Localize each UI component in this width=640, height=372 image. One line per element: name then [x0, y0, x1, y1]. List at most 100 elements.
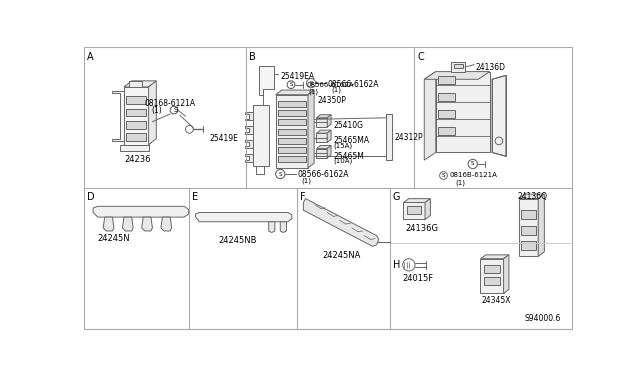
Polygon shape — [161, 217, 172, 231]
Text: B: B — [250, 52, 256, 62]
Polygon shape — [519, 194, 545, 199]
Polygon shape — [504, 255, 509, 294]
Text: 25465M: 25465M — [333, 152, 364, 161]
Polygon shape — [492, 76, 506, 156]
Text: 25410G: 25410G — [333, 121, 364, 130]
Polygon shape — [124, 87, 148, 145]
Bar — [521, 241, 536, 250]
Text: 08168-6121A: 08168-6121A — [145, 99, 196, 108]
Polygon shape — [103, 217, 114, 231]
Text: S: S — [289, 82, 292, 87]
Text: 08566-6162A: 08566-6162A — [328, 80, 380, 89]
Polygon shape — [259, 66, 274, 96]
Polygon shape — [148, 81, 156, 145]
Bar — [278, 119, 306, 125]
Bar — [278, 147, 306, 153]
Text: 25465MA: 25465MA — [333, 136, 369, 145]
Bar — [484, 277, 500, 285]
Bar — [278, 101, 306, 107]
Bar — [438, 76, 455, 84]
Bar — [129, 81, 143, 87]
Text: (10A): (10A) — [333, 158, 353, 164]
Text: S: S — [442, 173, 445, 178]
Polygon shape — [316, 145, 331, 148]
Text: 24245NA: 24245NA — [323, 251, 361, 260]
Text: (1): (1) — [151, 106, 162, 115]
Polygon shape — [436, 71, 490, 153]
Bar — [278, 110, 306, 116]
Polygon shape — [120, 145, 148, 151]
Text: 24136Q: 24136Q — [517, 192, 547, 202]
Text: 08566-6162A: 08566-6162A — [297, 170, 349, 179]
Polygon shape — [316, 130, 331, 133]
Polygon shape — [113, 91, 124, 141]
Polygon shape — [245, 126, 253, 134]
Polygon shape — [261, 105, 268, 109]
Polygon shape — [481, 259, 504, 294]
Polygon shape — [424, 71, 436, 160]
Polygon shape — [316, 148, 327, 158]
Text: S: S — [471, 161, 474, 167]
Polygon shape — [327, 145, 331, 158]
Bar — [454, 64, 463, 68]
Polygon shape — [519, 199, 538, 256]
Polygon shape — [538, 194, 545, 256]
Text: S: S — [309, 81, 313, 86]
Polygon shape — [245, 154, 253, 162]
Polygon shape — [424, 71, 490, 79]
Polygon shape — [93, 206, 189, 217]
Text: 24350P: 24350P — [317, 96, 346, 105]
Polygon shape — [196, 212, 292, 222]
Text: (15A): (15A) — [333, 142, 353, 149]
Text: (1): (1) — [332, 87, 342, 93]
Polygon shape — [316, 118, 327, 127]
Text: (1): (1) — [456, 179, 466, 186]
Polygon shape — [245, 140, 253, 148]
Text: 24015F: 24015F — [403, 274, 434, 283]
Bar — [126, 133, 147, 141]
Text: D: D — [87, 192, 95, 202]
Text: G: G — [393, 192, 400, 202]
Bar — [126, 96, 147, 104]
Text: 25419EA: 25419EA — [280, 73, 314, 81]
Bar — [438, 127, 455, 135]
Polygon shape — [253, 105, 269, 166]
Text: 24312P: 24312P — [394, 132, 423, 141]
Text: 24345X: 24345X — [482, 296, 511, 305]
Bar — [126, 121, 147, 129]
Polygon shape — [481, 255, 509, 259]
Polygon shape — [403, 202, 425, 219]
Polygon shape — [316, 115, 331, 118]
Bar — [278, 129, 306, 135]
Text: 24245N: 24245N — [97, 234, 130, 243]
Polygon shape — [122, 217, 133, 231]
Text: (1): (1) — [302, 177, 312, 183]
Text: F: F — [300, 192, 306, 202]
Polygon shape — [327, 130, 331, 142]
Bar — [407, 206, 421, 214]
Bar — [438, 93, 455, 101]
Text: S94000.6: S94000.6 — [524, 314, 561, 323]
Text: 24136G: 24136G — [406, 224, 439, 233]
Text: H: H — [393, 260, 400, 270]
Bar — [386, 114, 392, 160]
Text: E: E — [193, 192, 198, 202]
Polygon shape — [245, 112, 253, 120]
Text: 24136D: 24136D — [476, 63, 506, 72]
Polygon shape — [280, 222, 287, 232]
Text: 24236: 24236 — [124, 155, 150, 164]
Polygon shape — [425, 199, 431, 219]
Text: (1): (1) — [308, 89, 319, 95]
Polygon shape — [327, 115, 331, 127]
Polygon shape — [316, 133, 327, 142]
Text: 25419E: 25419E — [210, 134, 239, 143]
Text: 0816B-6121A: 0816B-6121A — [450, 172, 497, 178]
Polygon shape — [403, 199, 431, 202]
Bar — [451, 62, 465, 71]
Polygon shape — [276, 90, 314, 95]
Polygon shape — [308, 90, 314, 168]
Polygon shape — [124, 81, 156, 87]
Bar — [438, 110, 455, 118]
Polygon shape — [276, 95, 308, 168]
Polygon shape — [141, 217, 152, 231]
